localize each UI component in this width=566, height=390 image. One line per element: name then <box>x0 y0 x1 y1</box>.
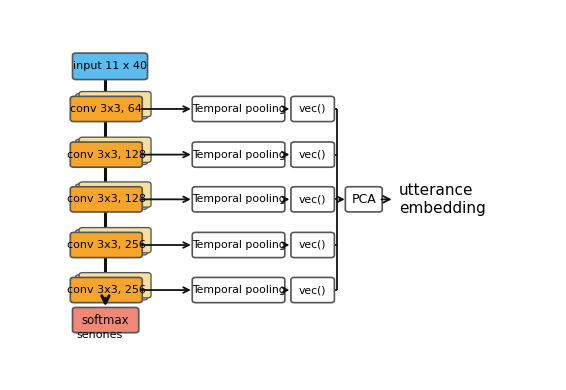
FancyBboxPatch shape <box>70 96 142 122</box>
FancyBboxPatch shape <box>76 94 148 119</box>
Text: Temporal pooling: Temporal pooling <box>192 150 285 160</box>
Text: utterance
embedding: utterance embedding <box>399 183 486 216</box>
Text: conv 3x3, 128: conv 3x3, 128 <box>67 150 146 160</box>
FancyBboxPatch shape <box>76 275 148 300</box>
Text: conv 3x3, 256: conv 3x3, 256 <box>67 285 145 295</box>
FancyBboxPatch shape <box>79 92 151 117</box>
FancyBboxPatch shape <box>70 142 142 167</box>
FancyBboxPatch shape <box>79 137 151 162</box>
FancyBboxPatch shape <box>72 307 139 333</box>
Text: conv 3x3, 64: conv 3x3, 64 <box>70 104 142 114</box>
Text: vec(): vec() <box>299 240 327 250</box>
Text: vec(): vec() <box>299 104 327 114</box>
FancyBboxPatch shape <box>192 142 285 167</box>
FancyBboxPatch shape <box>70 232 142 258</box>
FancyBboxPatch shape <box>291 277 335 303</box>
FancyBboxPatch shape <box>79 228 151 253</box>
Text: senones: senones <box>76 330 122 340</box>
Text: softmax: softmax <box>82 314 130 326</box>
FancyBboxPatch shape <box>291 96 335 122</box>
FancyBboxPatch shape <box>79 273 151 298</box>
Text: Temporal pooling: Temporal pooling <box>192 240 285 250</box>
FancyBboxPatch shape <box>76 139 148 165</box>
FancyBboxPatch shape <box>70 277 142 303</box>
FancyBboxPatch shape <box>192 232 285 258</box>
Text: PCA: PCA <box>351 193 376 206</box>
FancyBboxPatch shape <box>72 53 148 80</box>
Text: vec(): vec() <box>299 285 327 295</box>
FancyBboxPatch shape <box>79 182 151 207</box>
Text: Temporal pooling: Temporal pooling <box>192 285 285 295</box>
FancyBboxPatch shape <box>76 184 148 209</box>
FancyBboxPatch shape <box>192 187 285 212</box>
Text: conv 3x3, 256: conv 3x3, 256 <box>67 240 145 250</box>
Text: conv 3x3, 128: conv 3x3, 128 <box>67 194 146 204</box>
FancyBboxPatch shape <box>70 187 142 212</box>
Text: Temporal pooling: Temporal pooling <box>192 194 285 204</box>
FancyBboxPatch shape <box>291 187 335 212</box>
Text: vec(): vec() <box>299 194 327 204</box>
FancyBboxPatch shape <box>291 142 335 167</box>
Text: vec(): vec() <box>299 150 327 160</box>
FancyBboxPatch shape <box>76 230 148 255</box>
FancyBboxPatch shape <box>291 232 335 258</box>
FancyBboxPatch shape <box>345 187 382 212</box>
FancyBboxPatch shape <box>192 96 285 122</box>
FancyBboxPatch shape <box>192 277 285 303</box>
Text: Temporal pooling: Temporal pooling <box>192 104 285 114</box>
Text: input 11 x 40: input 11 x 40 <box>73 61 147 71</box>
